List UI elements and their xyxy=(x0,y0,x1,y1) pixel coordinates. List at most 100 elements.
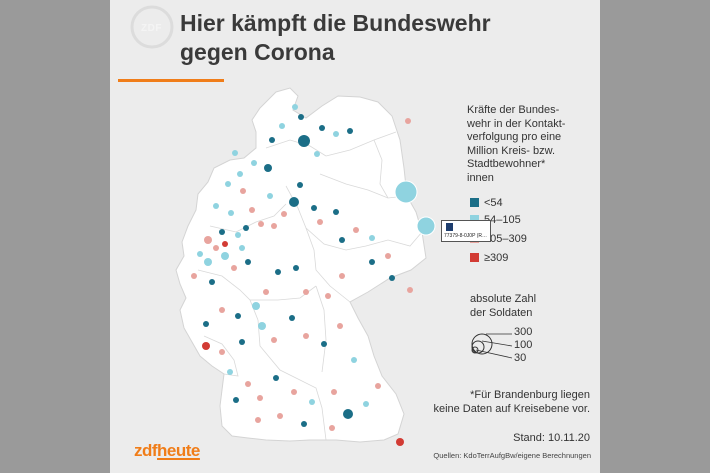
map-circle xyxy=(369,235,375,241)
map-circle xyxy=(301,421,307,427)
size-legend-circle-30 xyxy=(471,346,479,354)
map-circle xyxy=(221,252,229,260)
legend-heading-line: wehr in der Kontakt- xyxy=(467,117,566,130)
size-heading-line: absolute Zahl xyxy=(470,293,537,305)
title-divider xyxy=(118,79,224,82)
map-circle xyxy=(243,225,249,231)
map-circle xyxy=(267,193,273,199)
map-circle xyxy=(369,259,375,265)
legend-swatch xyxy=(470,198,479,207)
map-circle xyxy=(249,207,255,213)
size-legend-circle-100 xyxy=(471,340,485,354)
legend-label: <54 xyxy=(484,197,503,209)
brandenburg-footnote: *Für Brandenburg liegen keine Daten auf … xyxy=(410,388,590,416)
map-circle xyxy=(405,118,411,124)
map-circle xyxy=(255,417,261,423)
map-circle xyxy=(231,265,237,271)
map-circle xyxy=(263,289,269,295)
map-circle xyxy=(337,323,343,329)
brand-zdf: zdf xyxy=(134,441,158,460)
map-circle xyxy=(314,151,320,157)
map-circle xyxy=(240,188,246,194)
map-circle xyxy=(233,397,239,403)
map-circle xyxy=(203,321,209,327)
map-circle xyxy=(407,287,413,293)
map-circle xyxy=(232,150,238,156)
map-circle xyxy=(394,180,418,204)
source-credit: Quellen: KdoTerrAufgBw/eigene Berechnung… xyxy=(433,451,591,460)
map-circle xyxy=(353,227,359,233)
document-icon xyxy=(446,223,453,231)
map-circle xyxy=(298,114,304,120)
zdf-eye-icon xyxy=(130,5,174,49)
map-circle xyxy=(225,181,231,187)
map-circle xyxy=(303,333,309,339)
map-circle xyxy=(331,389,337,395)
map-circle xyxy=(293,265,299,271)
map-circle xyxy=(351,357,357,363)
map-circle xyxy=(197,251,203,257)
map-circle xyxy=(269,137,275,143)
map-circle xyxy=(219,307,225,313)
map-circle xyxy=(245,381,251,387)
map-circle xyxy=(339,273,345,279)
district-circles xyxy=(191,104,436,446)
map-circle xyxy=(213,245,219,251)
map-circle xyxy=(375,383,381,389)
size-legend-heading: absolute Zahl der Soldaten xyxy=(470,292,536,320)
map-circle xyxy=(317,219,323,225)
map-circle xyxy=(396,438,404,446)
map-circle xyxy=(228,210,234,216)
title-line-1: Hier kämpft die Bundeswehr xyxy=(180,10,491,36)
map-circle xyxy=(235,313,241,319)
map-circle xyxy=(339,237,345,243)
map-circle xyxy=(329,425,335,431)
map-circle xyxy=(309,399,315,405)
zdfheute-logo: zdfheute xyxy=(134,441,200,461)
map-circle xyxy=(239,339,245,345)
map-circle xyxy=(202,342,210,350)
map-circle xyxy=(258,221,264,227)
map-circle xyxy=(273,375,279,381)
map-circle xyxy=(239,245,245,251)
state-borders xyxy=(197,131,423,441)
legend-heading-line: Million Kreis- bzw. xyxy=(467,144,556,157)
footnote-line: keine Daten auf Kreisebene vor. xyxy=(433,403,590,415)
legend-heading: Kräfte der Bundes- wehr in der Kontakt- … xyxy=(467,104,597,185)
map-circle xyxy=(204,258,212,266)
map-circle xyxy=(219,229,225,235)
zdf-logo: ZDF xyxy=(141,23,162,34)
map-circle xyxy=(319,125,325,131)
map-circle xyxy=(389,275,395,281)
map-circle xyxy=(222,241,228,247)
brand-heute: heute xyxy=(157,441,200,460)
map-circle xyxy=(347,128,353,134)
size-legend-circle-300 xyxy=(471,333,493,355)
legend-label: 105–309 xyxy=(484,233,527,245)
germany-map xyxy=(130,5,513,446)
map-circle xyxy=(275,269,281,275)
map-circle xyxy=(279,123,285,129)
map-circle xyxy=(385,253,391,259)
legend-heading-line: Kräfte der Bundes- xyxy=(467,104,560,116)
map-circle xyxy=(333,209,339,215)
map-circle xyxy=(213,203,219,209)
map-circle xyxy=(297,182,303,188)
map-circle xyxy=(191,273,197,279)
map-circle xyxy=(204,236,212,244)
map-circle xyxy=(258,322,266,330)
legend-label: ≥309 xyxy=(484,252,509,264)
legend-heading-line: innen xyxy=(467,171,494,184)
map-circle xyxy=(227,369,233,375)
map-circle xyxy=(289,197,299,207)
legend-swatch xyxy=(470,253,479,262)
hover-tooltip[interactable]: 77379-8-0J0P (R… xyxy=(441,220,491,242)
map-circle xyxy=(298,135,310,147)
title-line-2: gegen Corona xyxy=(180,39,335,65)
map-circle xyxy=(264,164,272,172)
map-circle xyxy=(292,104,298,110)
map-circle xyxy=(219,349,225,355)
map-circle xyxy=(271,223,277,229)
footnote-line: *Für Brandenburg liegen xyxy=(470,389,590,401)
map-circle xyxy=(289,315,295,321)
